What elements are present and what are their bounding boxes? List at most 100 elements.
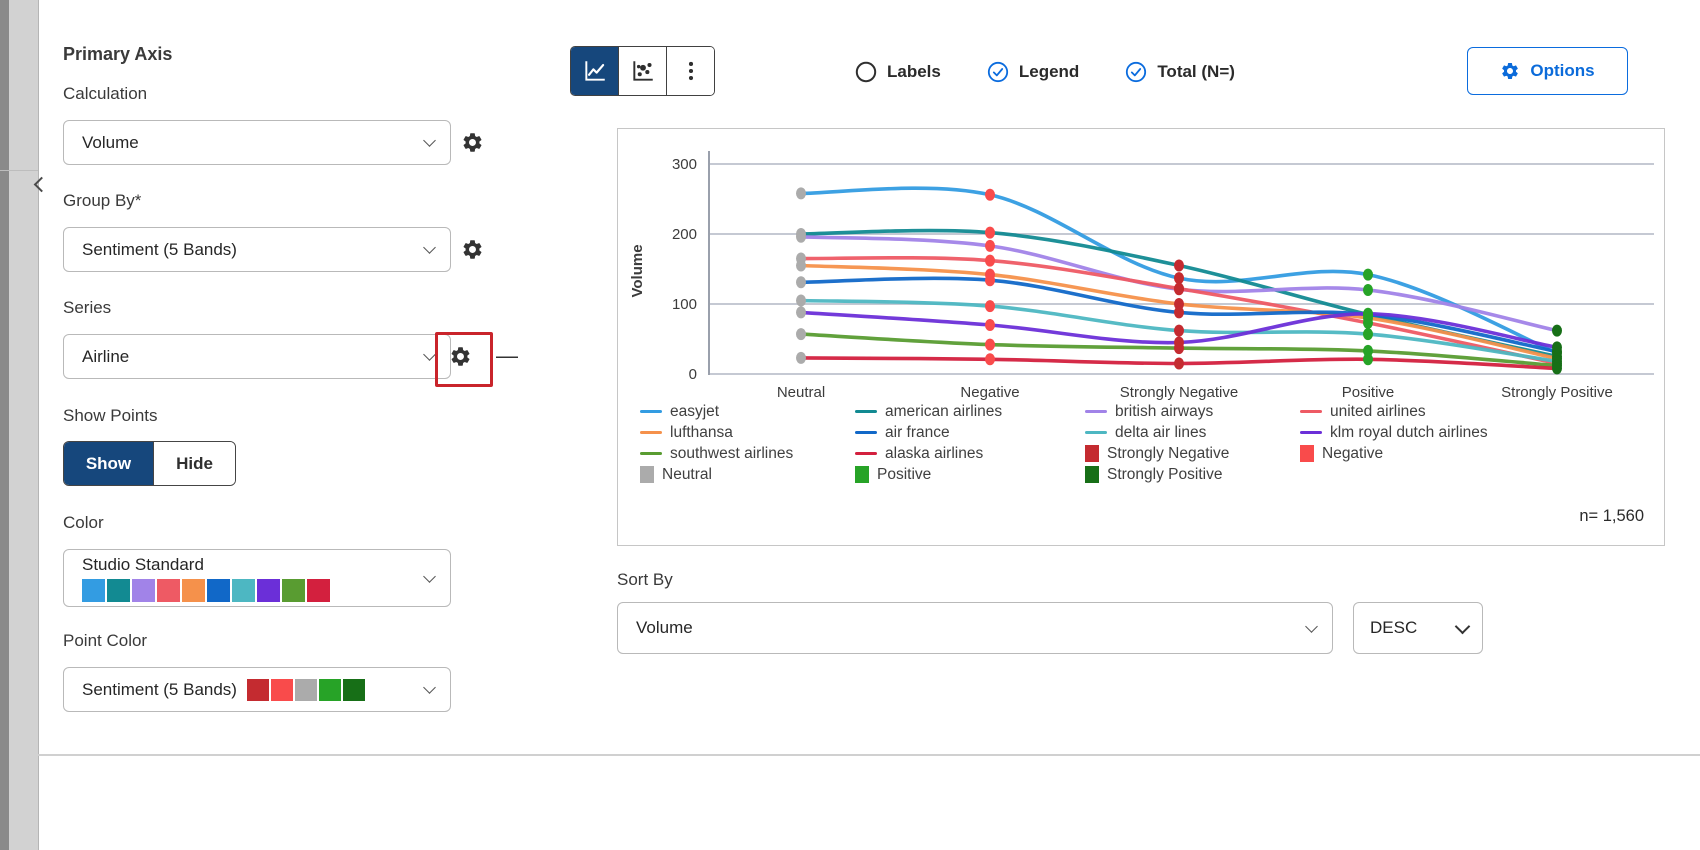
gear-icon — [1500, 61, 1520, 81]
group-by-gear-icon[interactable] — [461, 238, 484, 261]
show-points-hide-button[interactable]: Hide — [153, 442, 235, 485]
legend-swatch — [640, 451, 662, 456]
sort-direction-value: DESC — [1370, 618, 1418, 637]
legend-swatch — [1300, 445, 1314, 462]
color-value: Studio Standard — [82, 554, 204, 574]
point-color-palette — [246, 678, 365, 701]
data-point — [985, 338, 995, 351]
legend-label: lufthansa — [670, 423, 733, 441]
chevron-down-icon — [1305, 619, 1318, 633]
legend-item: klm royal dutch airlines — [1300, 424, 1488, 442]
calculation-dropdown[interactable]: Volume — [63, 120, 451, 165]
legend-item: delta air lines — [1085, 424, 1300, 442]
volume-line-chart: 0 100 200 300 Volume Neutral Negative Strongly … — [629, 151, 1654, 401]
data-point — [796, 306, 806, 319]
group-by-value: Sentiment (5 Bands) — [82, 239, 237, 259]
annotation-highlight-box — [435, 332, 493, 387]
point-palette-swatch — [342, 678, 365, 701]
chevron-down-icon — [423, 241, 436, 254]
legend-label: british airways — [1115, 402, 1214, 420]
palette-swatch — [132, 578, 155, 602]
calculation-gear-icon[interactable] — [461, 131, 484, 154]
data-point — [796, 351, 806, 364]
legend-item: alaska airlines — [855, 445, 1085, 463]
series-gear-icon[interactable] — [449, 345, 472, 368]
y-tick-label: 0 — [689, 366, 697, 383]
legend-swatch — [855, 451, 877, 456]
toggle-labels[interactable]: Labels — [855, 61, 941, 83]
point-color-dropdown[interactable]: Sentiment (5 Bands) — [63, 667, 451, 712]
legend-swatch — [855, 466, 869, 483]
chevron-down-icon — [1454, 618, 1471, 634]
legend-label: klm royal dutch airlines — [1330, 423, 1488, 441]
toggle-label: Labels — [887, 62, 941, 81]
palette-swatch — [182, 578, 205, 602]
legend-label: alaska airlines — [885, 444, 984, 462]
legend-item: easyjet — [640, 403, 855, 421]
palette-swatch — [232, 578, 255, 602]
legend-item: lufthansa — [640, 424, 855, 442]
options-button-label: Options — [1530, 61, 1595, 80]
point-palette-swatch — [294, 678, 317, 701]
data-point — [985, 188, 995, 201]
data-point — [985, 274, 995, 287]
data-point — [796, 187, 806, 200]
check-circle-icon — [987, 61, 1009, 83]
point-color-value: Sentiment (5 Bands) — [82, 679, 237, 699]
legend-swatch — [1085, 466, 1099, 483]
series-label: Series — [63, 298, 112, 317]
y-tick-label: 300 — [672, 156, 697, 173]
point-palette-swatch — [318, 678, 341, 701]
show-points-label: Show Points — [63, 406, 158, 425]
chevron-down-icon — [423, 134, 436, 147]
line-chart-icon — [582, 58, 608, 84]
options-button[interactable]: Options — [1467, 47, 1628, 95]
series-dropdown[interactable]: Airline — [63, 334, 451, 379]
x-category-label: Strongly Negative — [1120, 384, 1238, 401]
toggle-total-n[interactable]: Total (N=) — [1125, 61, 1235, 83]
legend-swatch — [640, 409, 662, 414]
toggle-label: Total (N=) — [1157, 62, 1235, 81]
legend-label: Negative — [1322, 444, 1384, 462]
group-by-dropdown[interactable]: Sentiment (5 Bands) — [63, 227, 451, 272]
palette-swatch — [207, 578, 230, 602]
data-point — [1174, 259, 1184, 272]
legend-swatch — [1085, 409, 1107, 414]
more-menu-button[interactable] — [666, 47, 714, 95]
sort-direction-select[interactable]: DESC — [1353, 602, 1483, 654]
data-point — [1552, 324, 1562, 337]
point-palette-swatch — [246, 678, 269, 701]
data-point — [796, 259, 806, 272]
legend-label: Strongly Negative — [1107, 444, 1230, 462]
legend-label: Positive — [877, 465, 932, 483]
calculation-label: Calculation — [63, 84, 148, 103]
data-point — [796, 328, 806, 341]
y-tick-label: 200 — [672, 226, 697, 243]
show-points-show-button[interactable]: Show — [64, 442, 153, 485]
data-point — [1363, 353, 1373, 366]
legend-swatch — [1300, 409, 1322, 414]
legend-label: united airlines — [1330, 402, 1426, 420]
remove-series-icon[interactable]: — — [496, 343, 518, 368]
scatter-chart-button[interactable] — [618, 47, 666, 95]
palette-swatch — [157, 578, 180, 602]
legend-item: Strongly Positive — [1085, 466, 1300, 484]
data-point — [796, 230, 806, 243]
palette-swatch — [282, 578, 305, 602]
bottom-divider — [38, 754, 1700, 756]
toggle-legend[interactable]: Legend — [987, 61, 1079, 83]
color-palette — [82, 578, 425, 602]
legend-item: Strongly Negative — [1085, 445, 1300, 463]
legend-label: air france — [885, 423, 950, 441]
line-chart-button[interactable] — [571, 47, 618, 95]
data-point — [796, 294, 806, 307]
chart-legend: easyjet american airlines british airways u… — [640, 401, 1488, 485]
legend-item: air france — [855, 424, 1085, 442]
legend-swatch — [1085, 445, 1099, 462]
legend-item: united airlines — [1300, 403, 1488, 421]
scatter-chart-icon — [630, 58, 656, 84]
sort-by-dropdown[interactable]: Volume — [617, 602, 1333, 654]
legend-item: Positive — [855, 466, 1085, 484]
data-point — [985, 254, 995, 267]
color-dropdown[interactable]: Studio Standard — [63, 549, 451, 607]
